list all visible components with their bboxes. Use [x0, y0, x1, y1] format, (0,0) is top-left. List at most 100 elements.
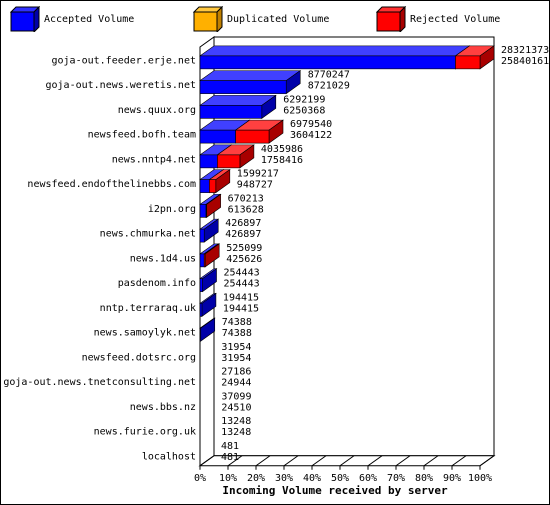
value-label-accepted: 481 — [221, 452, 239, 463]
category-label: nntp.terraraq.uk — [100, 303, 196, 314]
value-label-accepted: 13248 — [221, 427, 251, 438]
category-label: i2pn.org — [148, 204, 196, 215]
bar-accepted — [199, 228, 205, 243]
value-label-received: 194415 — [223, 292, 259, 303]
category-label: newsfeed.dotsrc.org — [82, 352, 196, 363]
x-tick-label: 90% — [443, 473, 461, 484]
category-label: news.furie.org.uk — [94, 427, 196, 438]
x-tick-label: 0% — [194, 473, 206, 484]
category-label: newsfeed.bofh.team — [88, 130, 196, 141]
floor-gridline — [199, 455, 215, 467]
value-label-received: 6979540 — [290, 119, 332, 130]
bar-accepted — [199, 80, 287, 94]
category-label: goja-out.news.tnetconsulting.net — [3, 377, 196, 388]
value-label-received: 6292199 — [283, 94, 325, 105]
x-tick-label: 100% — [468, 473, 492, 484]
floor-gridline — [423, 455, 439, 467]
value-label-received: 8770247 — [308, 70, 350, 81]
floor-gridline — [311, 455, 327, 467]
value-label-accepted: 8721029 — [308, 81, 350, 92]
bar-accepted — [199, 253, 205, 268]
category-label: news.bbs.nz — [130, 402, 196, 413]
category-label: news.chmurka.net — [100, 229, 196, 240]
x-tick-label: 70% — [387, 473, 405, 484]
value-label-received: 1599217 — [237, 169, 279, 180]
category-label: newsfeed.endofthelinebbs.com — [27, 179, 196, 190]
bar-accepted — [199, 204, 207, 218]
floor-gridline — [395, 455, 411, 467]
value-label-accepted: 74388 — [222, 328, 252, 339]
value-label-received: 254443 — [224, 268, 260, 279]
bar-accepted — [199, 55, 456, 70]
x-tick-label: 50% — [331, 473, 349, 484]
legend-label-duplicated: Duplicated Volume — [227, 14, 330, 25]
value-label-accepted: 194415 — [223, 303, 259, 314]
floor-gridline — [451, 455, 467, 467]
value-label-received: 74388 — [222, 317, 252, 328]
floor-gridline — [367, 455, 383, 467]
value-label-accepted: 254443 — [224, 279, 260, 290]
value-label-received: 27186 — [221, 367, 251, 378]
category-label: pasdenom.info — [118, 278, 196, 289]
category-label: goja-out.feeder.erje.net — [52, 55, 197, 66]
category-label: news.samoylyk.net — [94, 328, 196, 339]
value-label-accepted: 24944 — [221, 378, 251, 389]
category-label: localhost — [142, 451, 196, 462]
value-label-accepted: 24510 — [221, 402, 251, 413]
bar-rejected — [455, 55, 481, 70]
bar-rejected — [217, 154, 241, 169]
bar-rejected — [205, 204, 207, 218]
value-label-received: 37099 — [221, 391, 251, 402]
bar-rejected — [203, 253, 206, 268]
value-label-received: 4035986 — [261, 144, 303, 155]
value-label-received: 28321373 — [501, 45, 549, 56]
category-label: news.nntp4.net — [112, 154, 196, 165]
bar-accepted — [199, 154, 218, 169]
legend: Accepted Volume Duplicated Volume Reject… — [0, 0, 550, 36]
floor-gridline — [479, 455, 495, 467]
value-label-accepted: 613628 — [228, 204, 264, 215]
value-label-accepted: 426897 — [225, 229, 261, 240]
value-label-accepted: 948727 — [237, 180, 273, 191]
value-label-received: 525099 — [226, 243, 262, 254]
bar-accepted — [199, 105, 263, 119]
floor-gridline — [283, 455, 299, 467]
value-label-accepted: 3604122 — [290, 130, 332, 141]
x-tick-label: 80% — [415, 473, 433, 484]
bar-rejected — [209, 179, 217, 193]
x-axis-label: Incoming Volume received by server — [222, 484, 448, 497]
x-tick-label: 40% — [303, 473, 321, 484]
bar-accepted-top — [199, 70, 302, 81]
value-label-accepted: 25840161 — [501, 56, 549, 67]
value-label-received: 13248 — [221, 416, 251, 427]
floor-gridline — [339, 455, 355, 467]
bar-accepted — [199, 179, 210, 193]
bar-accepted — [199, 303, 203, 317]
value-label-received: 31954 — [221, 342, 251, 353]
value-label-accepted: 6250368 — [283, 105, 325, 116]
floor-gridline — [227, 455, 243, 467]
value-label-received: 426897 — [225, 218, 261, 229]
bar-accepted — [199, 129, 236, 144]
value-label-accepted: 31954 — [221, 353, 251, 364]
value-label-received: 481 — [221, 441, 239, 452]
bar-accepted-top — [199, 45, 471, 57]
category-label: news.quux.org — [118, 105, 196, 116]
value-label-accepted: 425626 — [226, 254, 262, 265]
floor-gridline — [255, 455, 271, 467]
category-label: goja-out.news.weretis.net — [45, 80, 196, 91]
legend-label-accepted: Accepted Volume — [44, 14, 135, 25]
legend-swatch-rejected — [376, 6, 406, 32]
value-label-received: 670213 — [228, 193, 264, 204]
x-tick-label: 60% — [359, 473, 377, 484]
x-tick-label: 30% — [275, 473, 293, 484]
bar-accepted — [199, 327, 202, 342]
value-label-accepted: 1758416 — [261, 155, 303, 166]
legend-label-rejected: Rejected Volume — [410, 14, 501, 25]
legend-swatch-duplicated — [193, 6, 223, 32]
x-tick-label: 20% — [247, 473, 265, 484]
bar-accepted — [199, 278, 203, 292]
bar-rejected — [235, 129, 270, 144]
legend-swatch-accepted — [10, 6, 40, 32]
